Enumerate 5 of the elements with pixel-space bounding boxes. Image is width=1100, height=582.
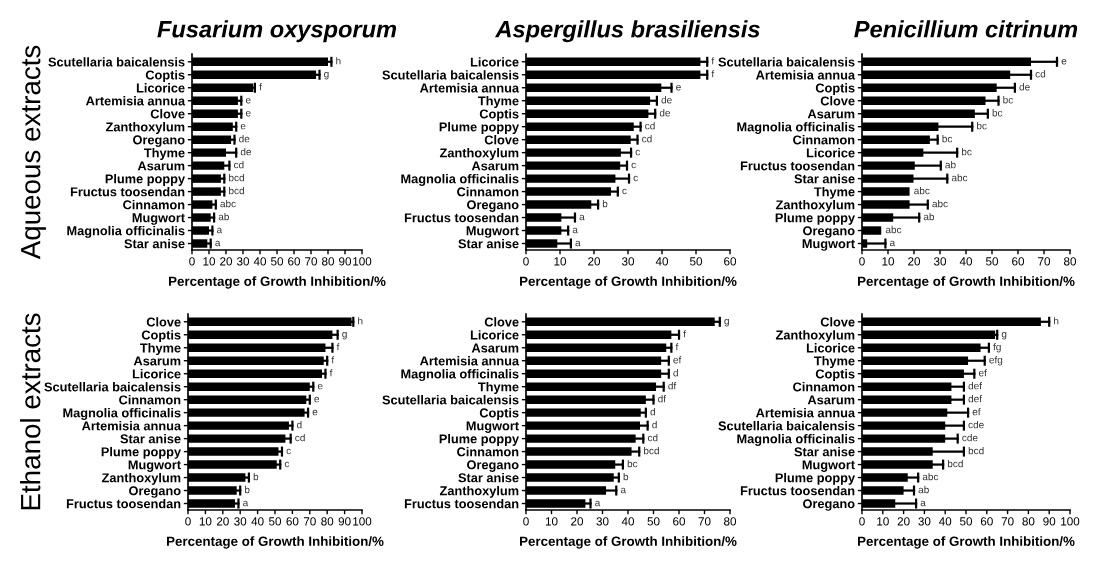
chart-title: Aspergillus brasiliensis	[494, 20, 760, 43]
y-axis-title: Ethanol extracts	[20, 313, 41, 510]
chart-title: Penicillium citrinum	[854, 20, 1078, 38]
y-axis-title: Aqueous extracts	[21, 45, 46, 260]
chart-title: Fusarium oxysporum	[157, 20, 397, 43]
